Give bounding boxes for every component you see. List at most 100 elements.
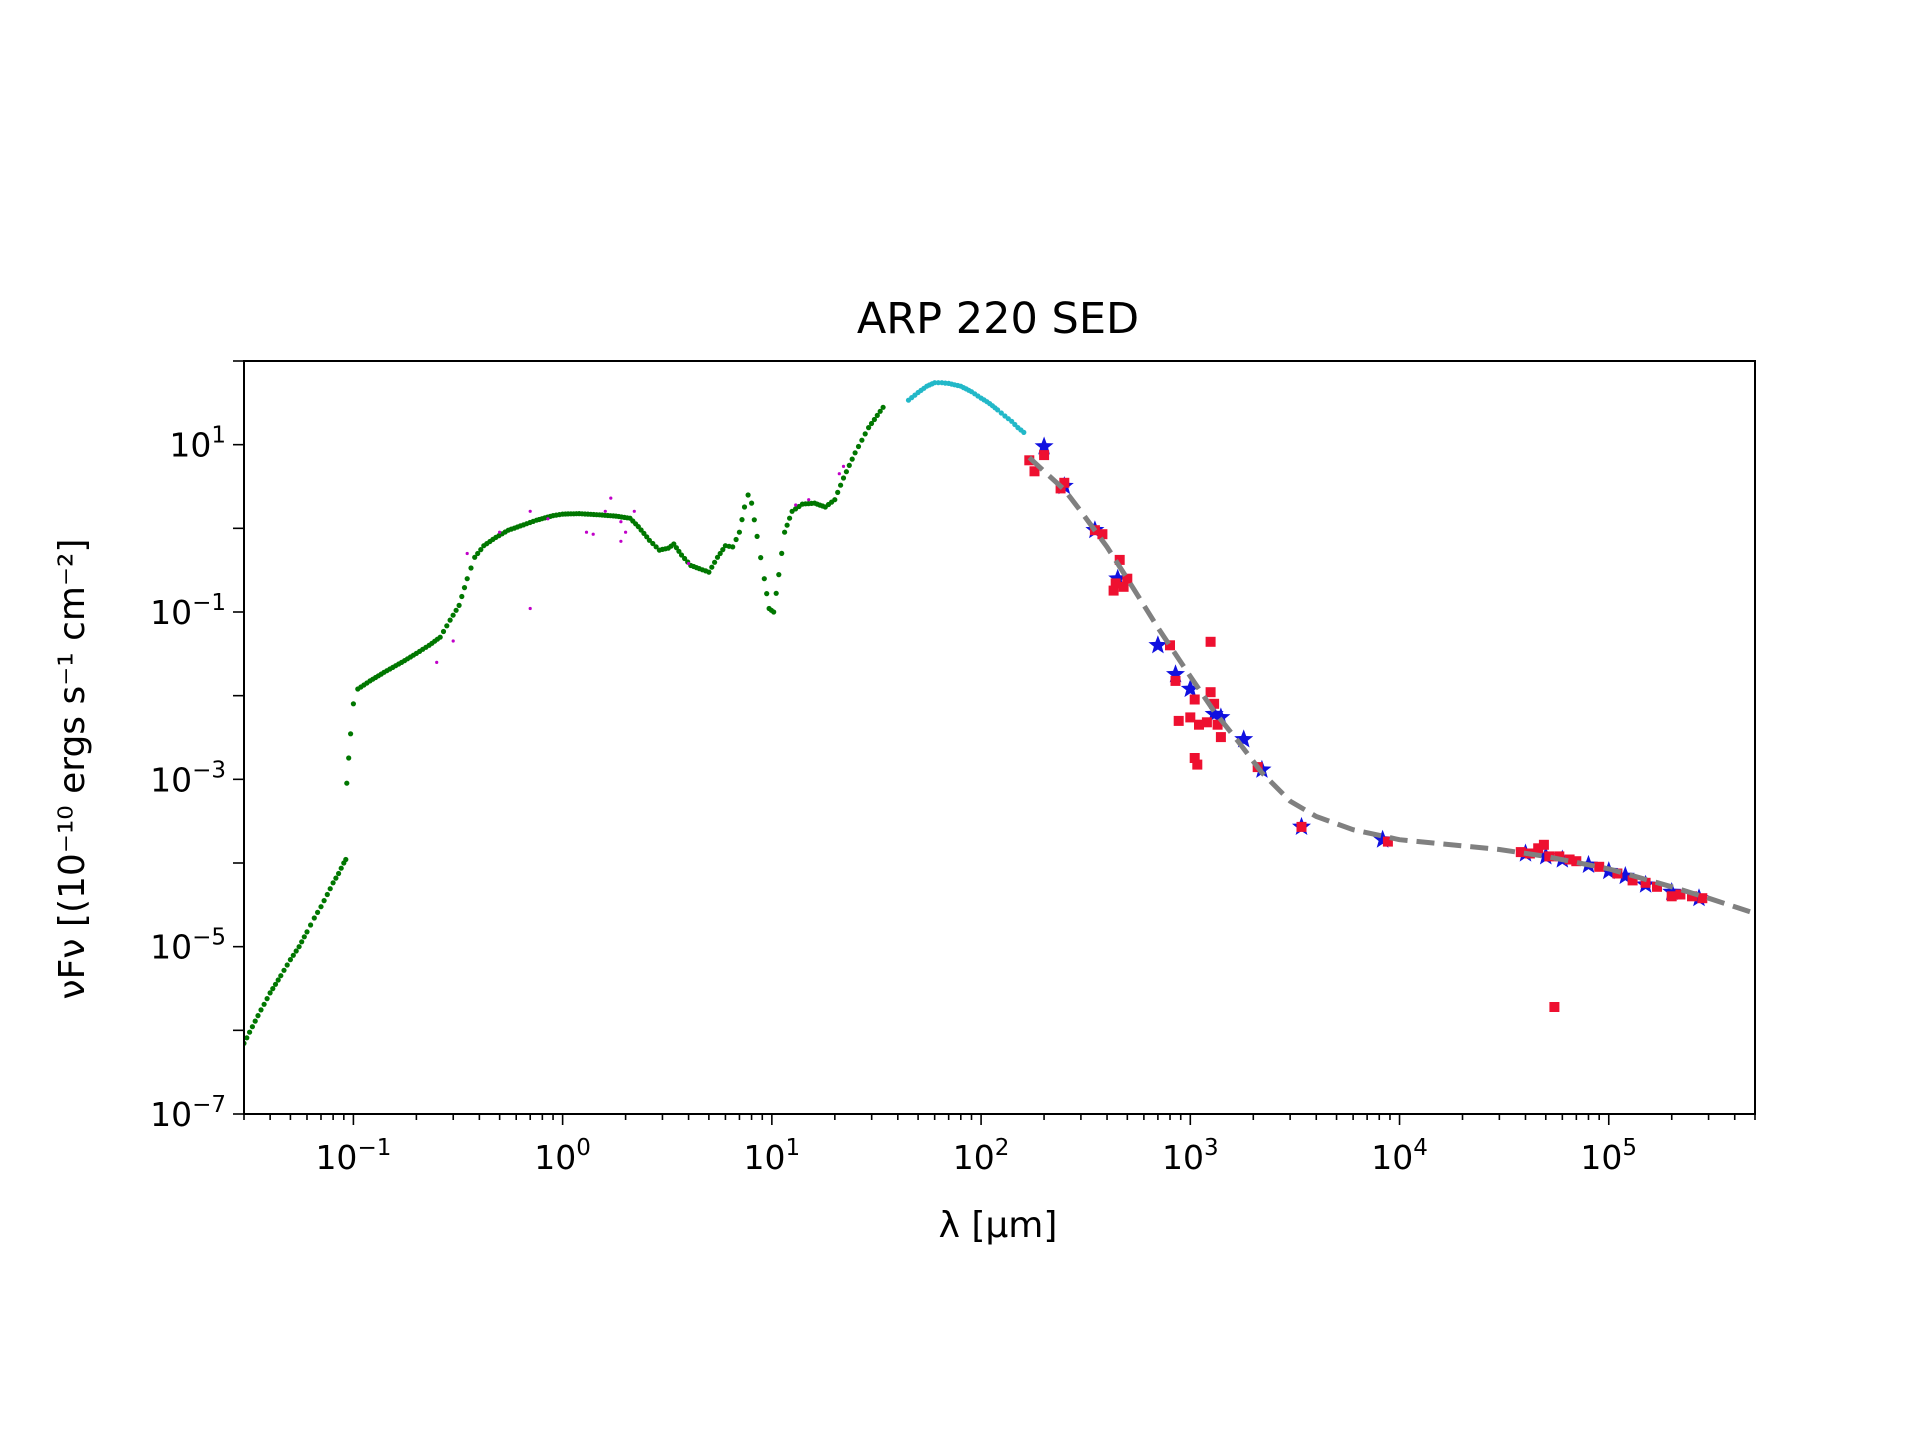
data-point (1165, 640, 1175, 651)
data-point (270, 986, 276, 992)
data-point (840, 475, 847, 481)
data-point (1687, 891, 1697, 902)
data-point (464, 576, 470, 582)
data-point (646, 537, 653, 543)
data-point (609, 496, 613, 500)
data-point (1554, 851, 1565, 862)
data-point (1382, 836, 1393, 847)
chart-title: ARP 220 SED (857, 294, 1139, 344)
data-point (336, 870, 342, 877)
data-point (278, 973, 284, 979)
data-point (877, 408, 883, 414)
data-point (1234, 729, 1254, 748)
y-tick-label: 10−3 (150, 757, 226, 799)
x-axis-ticks: 10−1 100 101 102 103 104 105 (243, 1114, 1756, 1177)
data-point (1640, 877, 1651, 888)
data-point (1122, 573, 1133, 584)
data-point (852, 450, 858, 456)
data-point (866, 425, 872, 431)
data-point (338, 865, 344, 871)
data-point (720, 547, 726, 553)
data-point (837, 472, 841, 476)
data-point (247, 1029, 253, 1035)
data-point (1173, 715, 1184, 726)
data-point (751, 517, 757, 523)
data-point (787, 515, 793, 521)
data-point (653, 544, 659, 550)
data-point (1021, 429, 1027, 435)
data-point (444, 623, 450, 629)
data-point (1148, 635, 1168, 654)
data-point (1564, 854, 1575, 865)
data-point (1108, 585, 1119, 596)
data-point (1215, 732, 1226, 743)
data-point (252, 1018, 258, 1024)
data-point (453, 607, 459, 613)
data-point (794, 503, 798, 507)
data-point (461, 585, 468, 591)
y-axis-label: νFν [(10⁻¹⁰ ergs s⁻¹ cm⁻²] (52, 539, 93, 1000)
y-axis-ticks: 10−7 10−5 10−3 10−1 101 (150, 360, 244, 1134)
data-point (730, 544, 736, 550)
data-point (591, 532, 595, 536)
data-point (1009, 418, 1015, 424)
data-point (739, 517, 745, 523)
data-point (1538, 839, 1549, 850)
data-point (450, 612, 456, 618)
data-point (741, 504, 748, 510)
data-point (603, 509, 607, 513)
data-point (709, 564, 715, 570)
data-point (304, 929, 310, 935)
data-point (348, 731, 354, 737)
data-point (1205, 687, 1216, 698)
data-point (838, 482, 844, 488)
data-point (1204, 704, 1224, 723)
data-point (687, 561, 691, 566)
plot-frame (243, 360, 1756, 1115)
data-point (868, 420, 875, 427)
data-point (261, 1001, 267, 1007)
series-2 (905, 380, 1027, 435)
data-point (1108, 568, 1128, 587)
data-point (584, 530, 589, 534)
data-point (293, 948, 299, 954)
data-point (678, 552, 685, 558)
data-point (1189, 753, 1200, 763)
data-point (862, 431, 868, 437)
data-point (1666, 891, 1677, 902)
data-point (1675, 889, 1686, 900)
data-point (1185, 712, 1196, 723)
data-point (296, 944, 302, 950)
data-point (1615, 866, 1635, 885)
data-point (350, 701, 356, 707)
data-point (1296, 821, 1307, 832)
data-point (1515, 847, 1526, 858)
data-point (935, 380, 941, 386)
data-point (1118, 581, 1129, 592)
data-point (311, 915, 317, 921)
data-point (776, 572, 782, 578)
data-point (344, 780, 350, 786)
data-point (301, 934, 307, 940)
data-point (272, 981, 279, 987)
data-point (321, 898, 327, 904)
data-point (315, 909, 321, 916)
data-point (468, 565, 474, 571)
data-point (779, 550, 785, 557)
data-point (435, 660, 439, 665)
data-point (995, 407, 1001, 413)
data-point (318, 904, 324, 910)
data-point (528, 509, 532, 513)
data-point (771, 609, 777, 615)
data-point (849, 456, 855, 462)
x-tick-label: 105 (1580, 1135, 1637, 1177)
data-point (712, 559, 718, 565)
data-point (1212, 719, 1223, 730)
x-tick-label: 100 (534, 1135, 591, 1177)
data-point (859, 437, 865, 443)
data-point (1194, 719, 1204, 730)
data-point (475, 550, 481, 557)
data-point (1594, 861, 1605, 872)
data-point (456, 602, 462, 609)
